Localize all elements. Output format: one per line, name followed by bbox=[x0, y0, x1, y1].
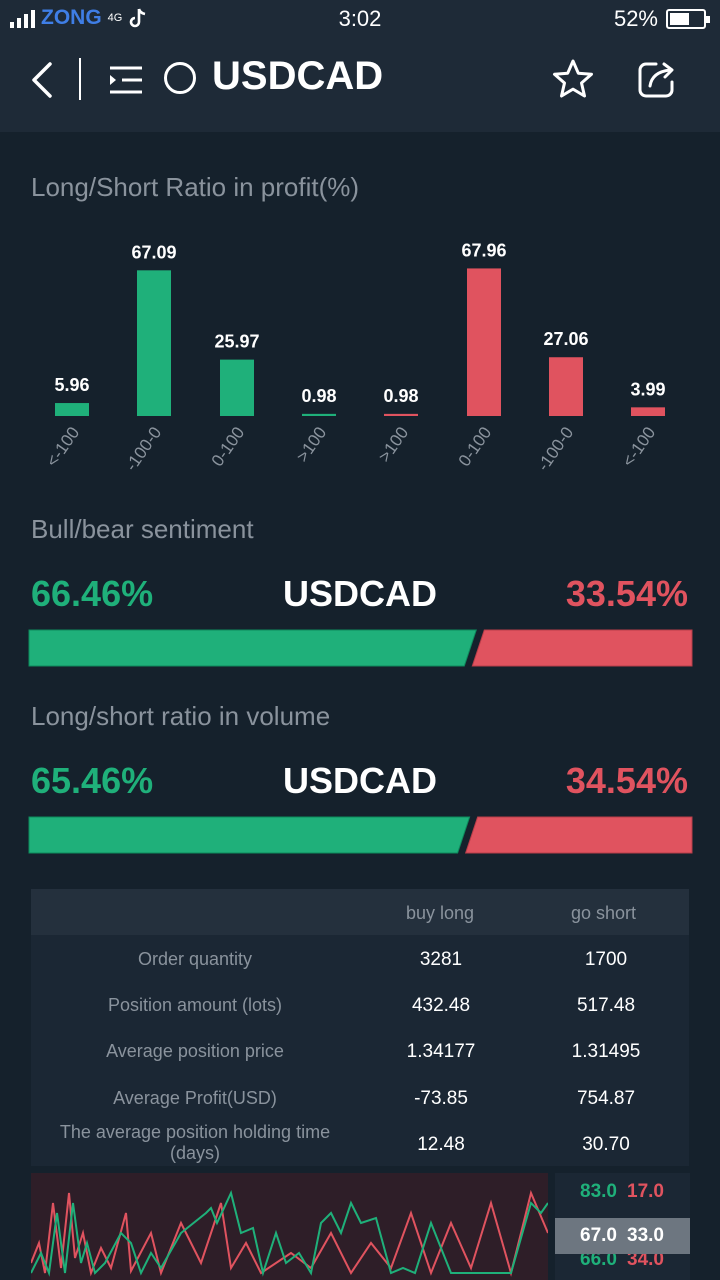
page-title: USDCAD bbox=[212, 54, 384, 98]
back-arrow-icon[interactable] bbox=[26, 60, 62, 100]
list-item[interactable]: 66.0 34.0 bbox=[555, 1249, 690, 1271]
table-row: Average position price 1.34177 1.31495 bbox=[31, 1031, 689, 1077]
bar-value-label: 67.96 bbox=[461, 240, 506, 260]
short-ratio: 34.0 bbox=[627, 1249, 664, 1270]
bull-percent: 66.46% bbox=[31, 573, 154, 614]
row-label: Position amount (lots) bbox=[107, 995, 283, 1015]
table-header: buy long go short bbox=[31, 889, 689, 935]
bar-1 bbox=[137, 270, 171, 416]
short-value: 30.70 bbox=[582, 1134, 630, 1155]
battery-percent: 52% bbox=[613, 6, 658, 31]
row-label: Order quantity bbox=[137, 949, 253, 969]
profit-ratio-title: Long/Short Ratio in profit(%) bbox=[31, 172, 360, 202]
short-value: 1.31495 bbox=[571, 1041, 641, 1062]
battery-icon bbox=[666, 9, 710, 29]
x-tick-label: 0-100 bbox=[208, 423, 249, 470]
bar-value-label: 27.06 bbox=[543, 329, 588, 349]
volume-pair: USDCAD bbox=[282, 760, 437, 801]
long-ratio: 67.0 bbox=[580, 1225, 617, 1246]
long-ratio: 83.0 bbox=[580, 1181, 617, 1202]
short-volume-percent: 34.54% bbox=[565, 760, 688, 801]
bar-value-label: 25.97 bbox=[214, 332, 259, 352]
row-label: Average position price bbox=[106, 1041, 284, 1061]
volume-ratio-bar bbox=[28, 816, 693, 854]
long-history-line bbox=[31, 1190, 548, 1277]
position-stats-table: buy long go short Order quantity 3281 17… bbox=[31, 889, 689, 1166]
long-segment bbox=[28, 629, 477, 667]
list-item-selected[interactable]: 67.0 33.0 bbox=[555, 1218, 690, 1254]
clock: 3:02 bbox=[338, 6, 382, 31]
x-tick-label: <-100 bbox=[619, 423, 660, 470]
pair-logo-icon bbox=[164, 62, 196, 94]
table-row: Position amount (lots) 432.48 517.48 bbox=[31, 985, 689, 1031]
bar-value-label: 67.09 bbox=[131, 242, 176, 262]
short-ratio: 33.0 bbox=[627, 1225, 664, 1246]
bar-value-label: 3.99 bbox=[630, 379, 665, 399]
sentiment-title: Bull/bear sentiment bbox=[31, 514, 254, 544]
list-item[interactable]: 83.0 17.0 bbox=[555, 1181, 690, 1221]
short-value: 517.48 bbox=[576, 995, 636, 1016]
table-row: Order quantity 3281 1700 bbox=[31, 939, 689, 985]
status-bar: ZONG 4G 3:02 52% bbox=[0, 0, 720, 36]
ratio-history-chart[interactable] bbox=[31, 1173, 548, 1280]
top-nav-bar: USDCAD bbox=[0, 36, 720, 132]
bar-0 bbox=[55, 403, 89, 416]
short-segment bbox=[471, 629, 693, 667]
carrier-name: ZONG bbox=[41, 6, 102, 29]
long-segment bbox=[28, 816, 471, 854]
bar-value-label: 0.98 bbox=[301, 386, 336, 406]
bar-3 bbox=[302, 413, 336, 416]
bar-value-label: 0.98 bbox=[383, 386, 418, 406]
bar-7 bbox=[631, 407, 665, 416]
bar-5 bbox=[467, 268, 501, 416]
short-ratio: 17.0 bbox=[627, 1181, 664, 1202]
long-value: 12.48 bbox=[417, 1134, 465, 1155]
x-tick-label: -100-0 bbox=[122, 423, 166, 474]
header-go-short: go short bbox=[571, 903, 637, 923]
table-row: Average Profit(USD) -73.85 754.87 bbox=[31, 1078, 689, 1124]
x-tick-label: >100 bbox=[375, 423, 413, 465]
long-volume-percent: 65.46% bbox=[31, 760, 154, 801]
short-segment bbox=[464, 816, 693, 854]
bar-6 bbox=[549, 357, 583, 416]
x-tick-label: 0-100 bbox=[455, 423, 496, 470]
x-tick-label: <-100 bbox=[43, 423, 84, 470]
short-history-line bbox=[31, 1189, 548, 1277]
x-tick-label: >100 bbox=[293, 423, 331, 465]
bar-value-label: 5.96 bbox=[54, 375, 89, 395]
share-icon[interactable] bbox=[636, 58, 678, 100]
long-value: 1.34177 bbox=[406, 1041, 476, 1062]
bar-2 bbox=[220, 359, 254, 416]
signal-icon bbox=[10, 8, 35, 28]
short-value: 1700 bbox=[584, 949, 628, 970]
long-value: 432.48 bbox=[411, 995, 471, 1016]
long-ratio: 66.0 bbox=[580, 1249, 617, 1270]
row-label: Average Profit(USD) bbox=[113, 1088, 277, 1108]
short-value: 754.87 bbox=[576, 1088, 636, 1109]
long-value: -73.85 bbox=[414, 1088, 468, 1109]
network-type: 4G bbox=[107, 12, 123, 24]
nav-divider bbox=[79, 58, 81, 100]
table-row: The average position holding time (days)… bbox=[31, 1120, 689, 1166]
profit-ratio-chart: 5.96 <-100 67.09 -100-0 25.97 0-100 0.98 >100 0.… bbox=[43, 240, 666, 474]
sentiment-pair: USDCAD bbox=[282, 573, 437, 614]
bar-4 bbox=[384, 413, 418, 416]
bear-percent: 33.54% bbox=[565, 573, 688, 614]
long-value: 3281 bbox=[419, 949, 463, 970]
sentiment-ratio-bar bbox=[28, 629, 693, 667]
menu-icon[interactable] bbox=[108, 62, 144, 98]
favorite-star-icon[interactable] bbox=[552, 58, 594, 100]
x-tick-label: -100-0 bbox=[534, 423, 578, 474]
tiktok-icon bbox=[130, 8, 146, 28]
row-label: The average position holding time (days) bbox=[59, 1122, 331, 1163]
ratio-history-list: 83.0 17.0 66.0 34.0 67.0 33.0 bbox=[555, 1173, 690, 1280]
header-buy-long: buy long bbox=[406, 903, 475, 923]
volume-title: Long/short ratio in volume bbox=[31, 701, 331, 731]
